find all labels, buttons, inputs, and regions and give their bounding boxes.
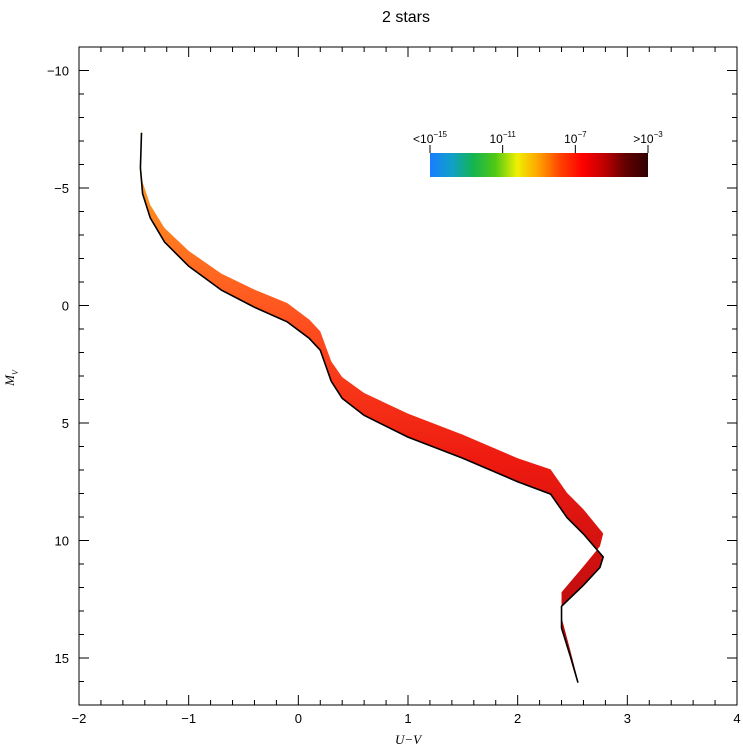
colorbar: <10−15 10−11 10−7 >10−3 [413,130,663,177]
y-tick-label: 5 [62,416,69,431]
x-tick-label: 1 [404,711,411,726]
colorbar-bar [430,153,648,177]
y-tick-label: 10 [55,534,69,549]
x-tick-label: 0 [295,711,302,726]
y-axis-label-main: M [2,374,17,387]
colorbar-label: 10−11 [489,130,516,146]
data-layer [139,125,605,683]
x-tick-label: 4 [733,711,740,726]
colorbar-labels: <10−15 10−11 10−7 >10−3 [413,130,663,153]
x-tick-label: −1 [181,711,196,726]
x-axis-label: U−V [395,732,423,747]
x-tick-label: −2 [72,711,87,726]
y-tick-label: 0 [62,299,69,314]
x-tick-label: 2 [514,711,521,726]
y-axis-label-sub: V [11,369,20,375]
isochrone-edge-line [139,132,605,683]
x-tick-label: 3 [624,711,631,726]
y-tick-label: 15 [55,651,69,666]
isochrone-band [140,125,604,683]
colorbar-label: <10−15 [413,130,447,146]
y-tick-label: −5 [54,181,69,196]
y-axis-label: MV [2,369,20,387]
chart-title: 2 stars [382,9,430,26]
colorbar-label: 10−7 [564,130,587,146]
y-tick-label: −10 [47,64,69,79]
colorbar-label: >10−3 [633,130,663,146]
